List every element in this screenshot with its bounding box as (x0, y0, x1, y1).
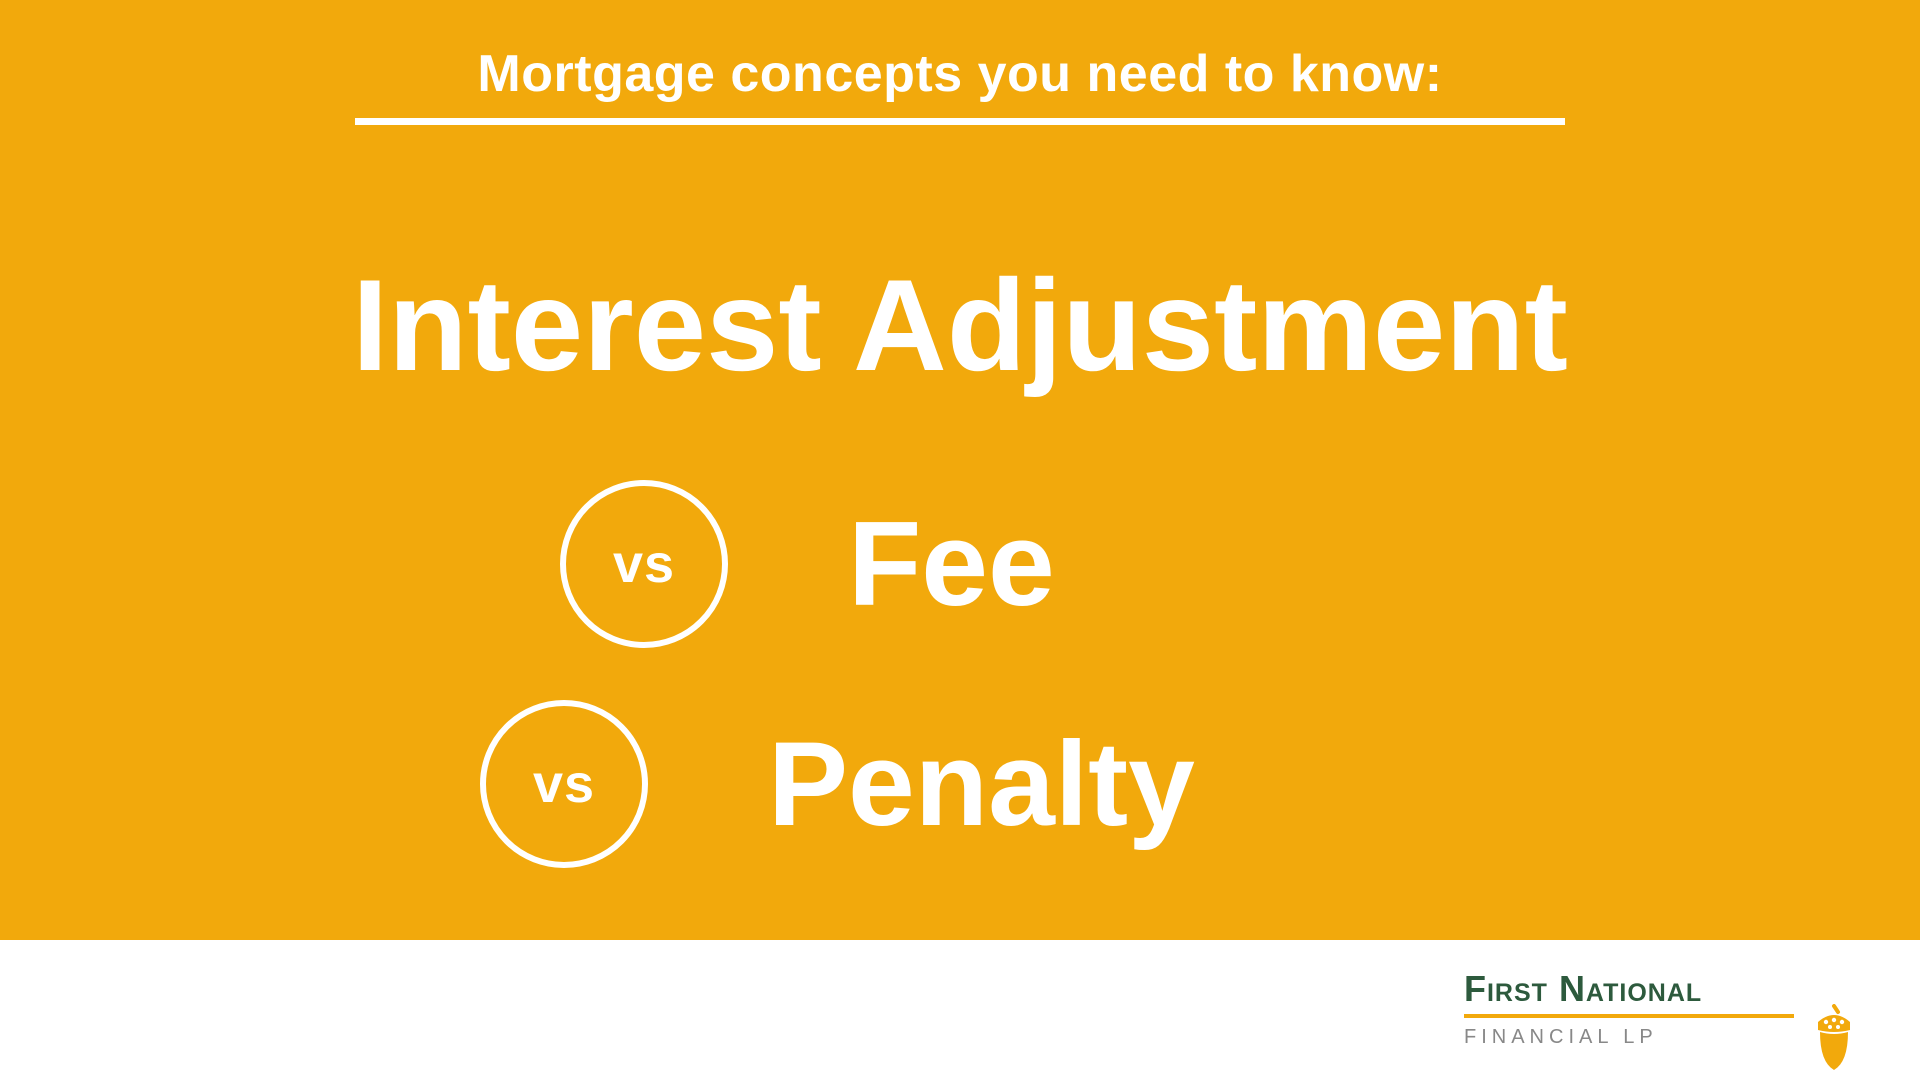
header-underline (355, 118, 1565, 125)
brand-logo: First National FINANCIAL LP (1464, 968, 1860, 1072)
vs-badge-text: vs (533, 753, 595, 815)
vs-badge: vs (560, 480, 728, 648)
brand-logo-text: First National FINANCIAL LP (1464, 968, 1794, 1049)
brand-subtitle: FINANCIAL LP (1464, 1026, 1658, 1049)
brand-rule (1464, 1014, 1794, 1018)
comparison-term-penalty: Penalty (768, 715, 1195, 853)
footer-bar: First National FINANCIAL LP (0, 940, 1920, 1080)
vs-badge: vs (480, 700, 648, 868)
slide-canvas: Mortgage concepts you need to know: Inte… (0, 0, 1920, 1080)
acorn-icon (1808, 1004, 1860, 1072)
header-title: Mortgage concepts you need to know: (477, 44, 1442, 104)
comparison-row-fee: vs Fee (360, 480, 1560, 648)
comparison-term-fee: Fee (848, 495, 1055, 633)
main-term: Interest Adjustment (352, 250, 1568, 400)
vs-badge-text: vs (613, 533, 675, 595)
comparison-row-penalty: vs Penalty (360, 700, 1560, 868)
brand-name: First National (1464, 968, 1702, 1010)
gold-panel: Mortgage concepts you need to know: Inte… (0, 0, 1920, 940)
